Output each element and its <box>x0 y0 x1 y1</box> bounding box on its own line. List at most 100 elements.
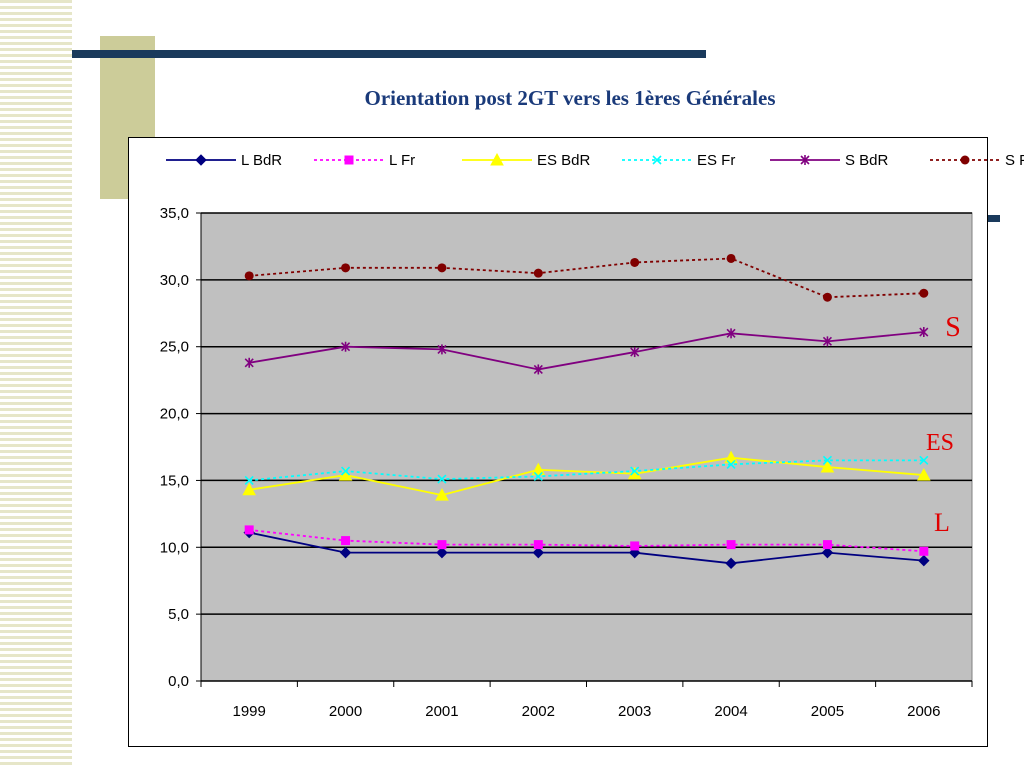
data-point-stroke <box>630 466 640 476</box>
data-point-stroke <box>652 155 662 165</box>
decorative-navy-bar <box>72 50 706 58</box>
legend-label: ES BdR <box>537 152 591 169</box>
data-point-stroke <box>340 466 351 476</box>
data-point <box>437 344 447 355</box>
data-point <box>820 460 835 473</box>
data-point <box>436 546 448 559</box>
data-point <box>725 557 737 570</box>
data-point <box>531 462 546 476</box>
data-point-stroke <box>822 455 833 465</box>
legend-label: L Fr <box>389 152 415 169</box>
legend-entry: L Fr <box>314 152 415 169</box>
data-point <box>916 468 931 481</box>
data-point <box>630 541 640 551</box>
data-point <box>437 540 447 550</box>
y-tick-label: 20,0 <box>160 406 189 423</box>
data-point <box>437 263 447 273</box>
data-point <box>532 546 545 559</box>
data-point <box>341 536 351 546</box>
data-point <box>344 155 354 165</box>
x-tick-label: 2001 <box>425 703 458 720</box>
data-point-stroke <box>437 474 447 484</box>
data-point <box>630 257 640 267</box>
legend-entry: S BdR <box>770 152 889 169</box>
data-point <box>726 459 736 469</box>
decorative-navy-dash <box>988 215 1000 222</box>
series-line-l-fr <box>249 529 924 553</box>
data-point <box>533 268 543 278</box>
data-point <box>340 466 351 476</box>
data-point <box>821 546 834 559</box>
x-tick-label: 2005 <box>811 703 844 720</box>
data-point <box>242 482 257 496</box>
data-point <box>533 471 543 481</box>
legend-label: S BdR <box>845 152 889 169</box>
y-tick-label: 35,0 <box>160 205 189 222</box>
series-line-es-bdr <box>249 456 924 497</box>
data-point <box>724 450 738 464</box>
series-line-s-fr <box>249 257 924 299</box>
x-tick-label: 2002 <box>522 703 555 720</box>
data-point <box>822 455 833 465</box>
x-tick-label: 2000 <box>329 703 362 720</box>
data-point-stroke <box>919 455 929 465</box>
legend-entry: ES BdR <box>462 152 591 169</box>
data-point <box>822 292 832 302</box>
data-point <box>341 263 351 273</box>
annotation-label: ES <box>926 430 954 456</box>
legend-entry: ES Fr <box>622 152 735 169</box>
y-tick-label: 10,0 <box>160 539 189 556</box>
y-tick-label: 5,0 <box>168 606 189 623</box>
data-point <box>533 364 543 375</box>
data-point <box>244 525 254 535</box>
annotation-label: S <box>945 312 961 343</box>
annotation-label: L <box>934 508 950 537</box>
series-line-s-bdr <box>249 331 924 371</box>
data-point <box>822 540 832 550</box>
y-tick-label: 30,0 <box>160 272 189 289</box>
data-point <box>435 488 449 501</box>
data-point <box>726 540 736 550</box>
data-point <box>533 540 543 550</box>
data-point <box>919 327 929 338</box>
x-tick-label: 2003 <box>618 703 651 720</box>
data-point <box>919 455 929 465</box>
data-point <box>918 554 930 567</box>
series-line-l-bdr <box>249 531 924 565</box>
data-point <box>490 152 504 166</box>
decorative-stripes <box>0 0 72 768</box>
y-tick-label: 15,0 <box>160 472 189 489</box>
data-point <box>630 347 640 358</box>
legend-entry: S Fr <box>930 152 1024 169</box>
data-point <box>919 288 929 298</box>
data-point <box>630 466 640 476</box>
x-tick-label: 2006 <box>907 703 940 720</box>
y-tick-label: 0,0 <box>168 673 189 690</box>
x-tick-label: 1999 <box>233 703 266 720</box>
data-point <box>822 336 833 347</box>
legend-label: L BdR <box>241 152 282 169</box>
data-point <box>800 155 810 165</box>
y-tick-label: 25,0 <box>160 339 189 356</box>
data-point <box>244 271 254 281</box>
data-point <box>726 328 736 339</box>
data-point-stroke <box>244 475 254 485</box>
data-point <box>437 474 447 484</box>
data-point <box>726 253 736 263</box>
legend-label: S Fr <box>1005 152 1024 169</box>
legend-label: ES Fr <box>697 152 735 169</box>
data-point <box>339 546 352 559</box>
x-tick-label: 2004 <box>714 703 747 720</box>
series-line-es-fr <box>249 459 924 482</box>
data-point <box>960 155 970 165</box>
plot-area <box>200 212 973 682</box>
legend-entry: L BdR <box>166 152 282 169</box>
data-point <box>244 357 254 368</box>
data-point <box>244 475 254 485</box>
data-point <box>919 546 929 556</box>
data-point-stroke <box>726 459 736 469</box>
data-point <box>652 155 662 165</box>
data-point-stroke <box>533 471 543 481</box>
slide-title: Orientation post 2GT vers les 1ères Géné… <box>364 86 776 110</box>
